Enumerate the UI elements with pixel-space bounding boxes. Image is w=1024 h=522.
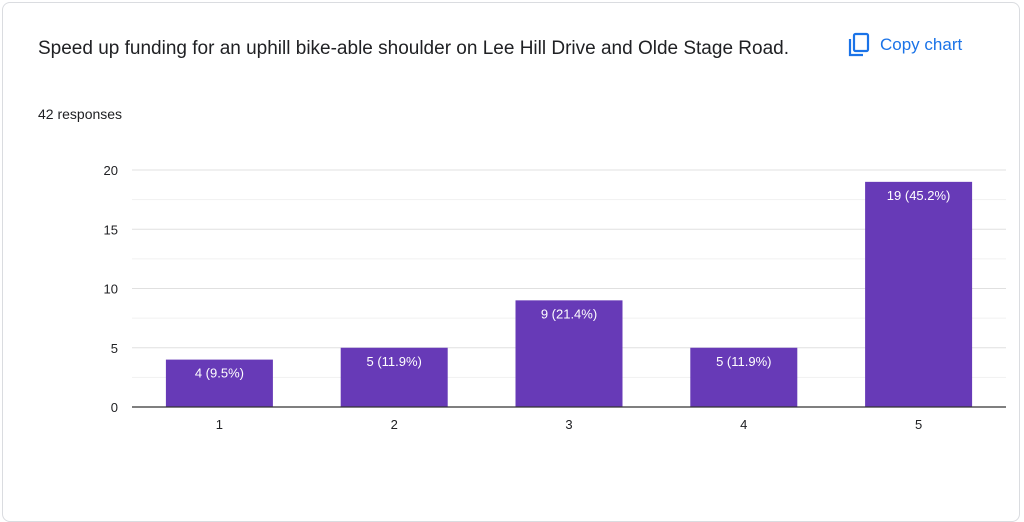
bar-data-label: 5 (11.9%) (716, 354, 771, 369)
x-tick-label: 4 (740, 417, 747, 432)
bar (165, 359, 273, 407)
bar (515, 300, 623, 407)
response-count: 42 responses (38, 106, 123, 122)
bar (865, 181, 973, 407)
x-tick-label: 5 (915, 417, 922, 432)
bar-data-label: 5 (11.9%) (366, 354, 421, 369)
copy-chart-button[interactable]: Copy chart (846, 29, 962, 61)
x-tick-label: 1 (216, 417, 223, 432)
copy-chart-label: Copy chart (880, 35, 963, 54)
y-tick-label: 5 (111, 341, 118, 356)
copy-icon (846, 32, 870, 58)
x-tick-label: 2 (391, 417, 398, 432)
bar-data-label: 9 (21.4%) (541, 306, 597, 321)
bar-chart: 0 5 10 15 20 4 (9.5%) 1 5 (11.9%) 2 9 (21.4%) 3 5 (… (104, 163, 1006, 432)
y-tick-label: 0 (111, 400, 118, 415)
question-title: Speed up funding for an uphill bike-able… (38, 38, 789, 59)
y-tick-label: 20 (104, 163, 118, 178)
bar-data-label: 19 (45.2%) (887, 188, 951, 203)
x-tick-label: 3 (565, 417, 572, 432)
y-tick-label: 15 (104, 222, 118, 237)
bar (340, 347, 448, 407)
bar-data-label: 4 (9.5%) (195, 366, 244, 381)
bar (690, 347, 798, 407)
y-tick-label: 10 (104, 282, 118, 297)
